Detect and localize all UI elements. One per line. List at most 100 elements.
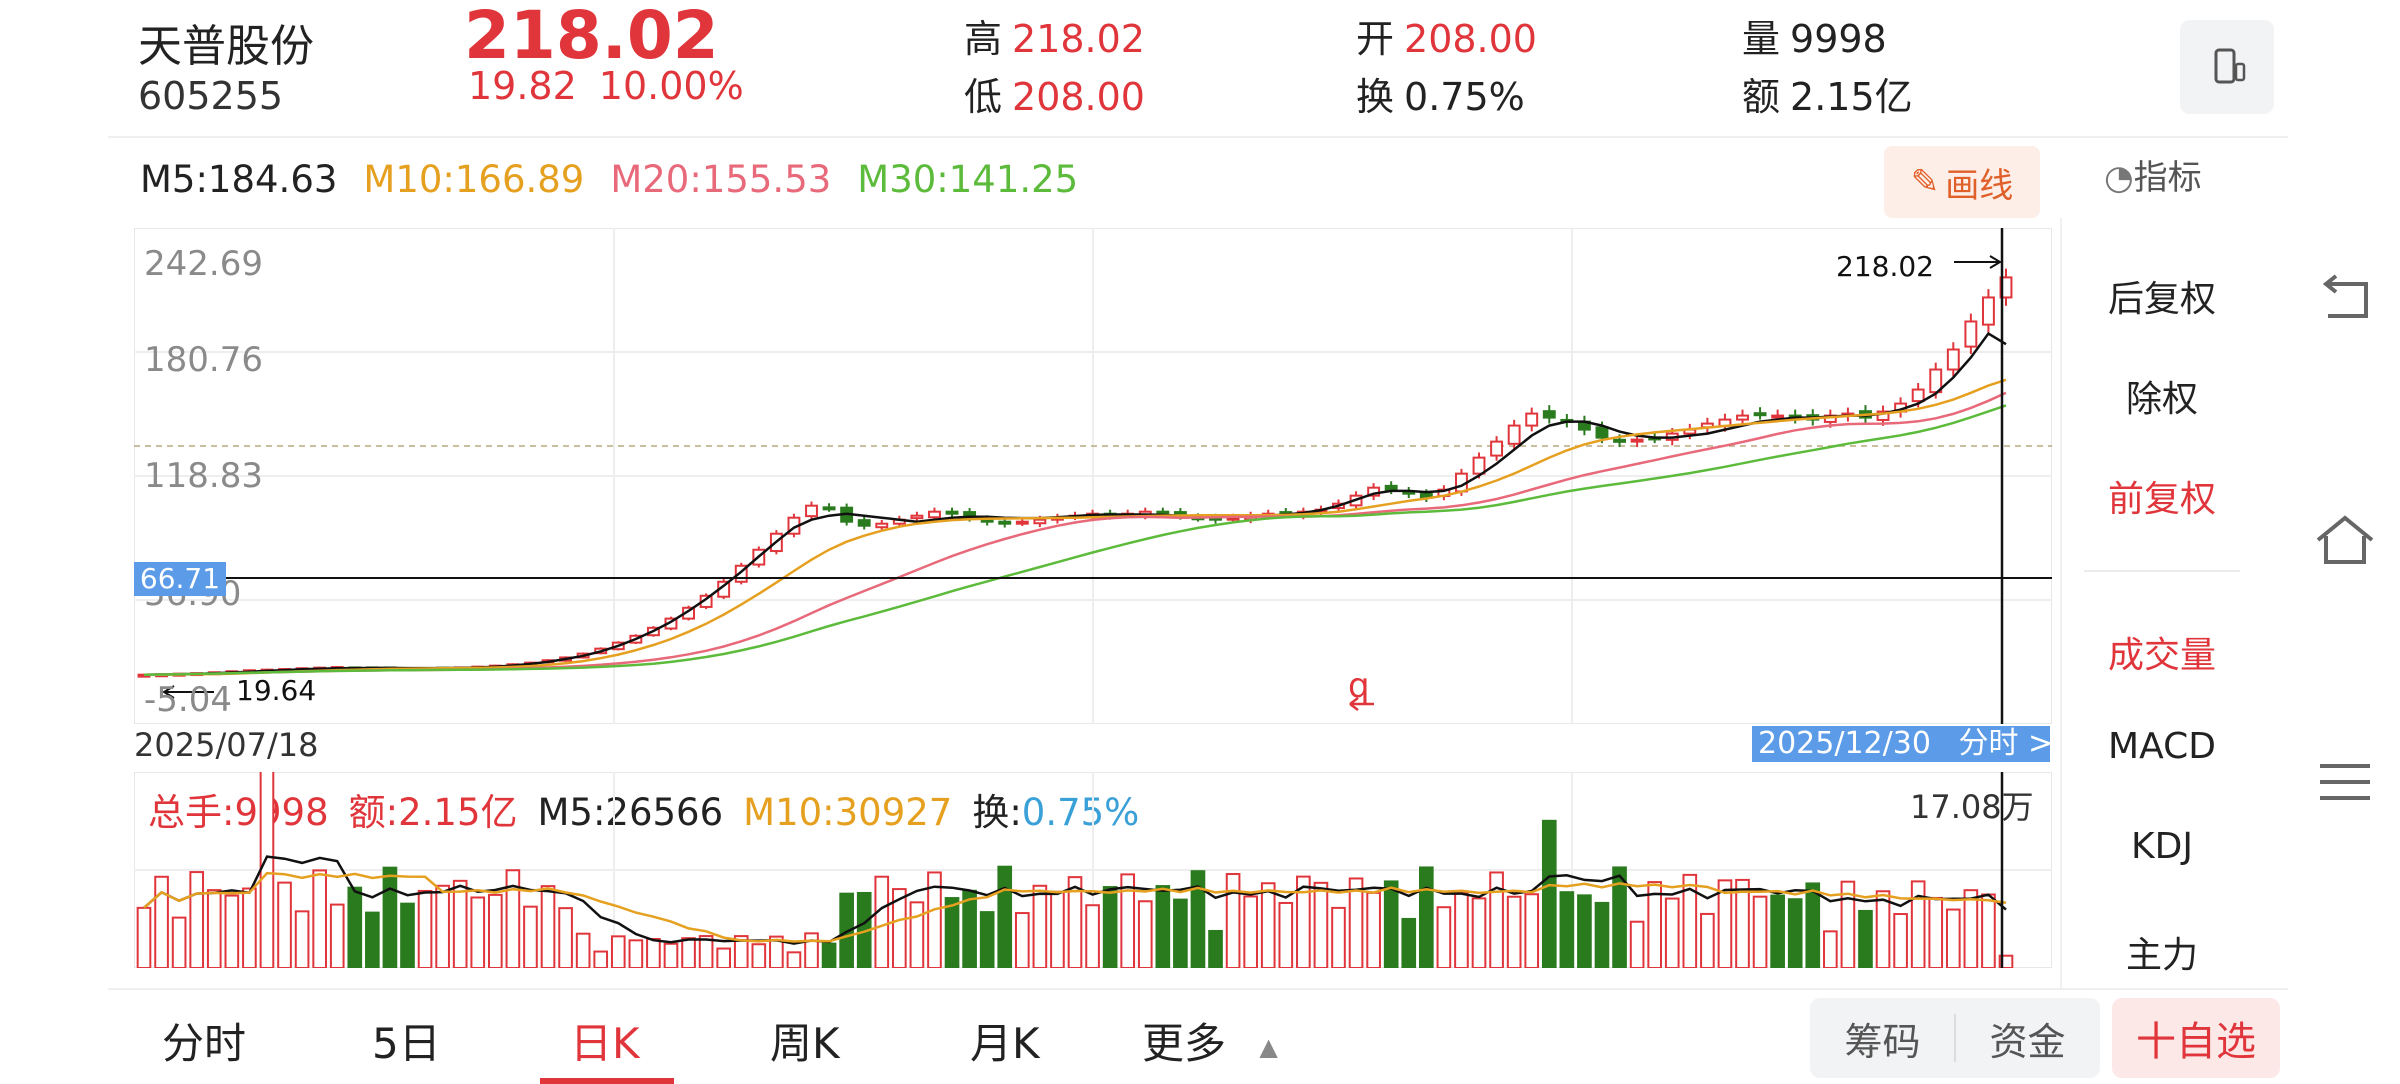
volume-bar	[1331, 906, 1346, 968]
side-menu: 后复权 除权 前复权 成交量 MACD KDJ 主力	[2060, 218, 2262, 988]
draw-line-button[interactable]: ✎ 画线	[1884, 146, 2040, 218]
volume-bar	[312, 869, 327, 968]
tab-weekly-k[interactable]: 周K	[770, 1019, 840, 1068]
side-item-pre-adjusted[interactable]: 前复权	[2107, 479, 2216, 520]
intraday-link[interactable]: 分时 >	[1958, 726, 2054, 761]
volume-bar	[1928, 896, 1944, 968]
volume-bar	[1243, 895, 1258, 968]
ma10-line	[144, 378, 2007, 676]
funds-button[interactable]: 资金	[1989, 1019, 2066, 1064]
candle-body	[1981, 296, 1995, 326]
quote-low-label: 低	[964, 75, 1003, 119]
candle-body	[1999, 276, 2013, 299]
bottom-divider	[108, 988, 2288, 990]
back-icon[interactable]	[2310, 270, 2380, 330]
candle-body	[910, 514, 924, 520]
side-item-macd[interactable]: MACD	[2108, 726, 2216, 767]
volume-bar	[751, 943, 767, 968]
candle-body	[1876, 410, 1890, 421]
volume-bar	[1120, 873, 1136, 968]
candle-body	[1472, 456, 1486, 475]
indicator-button[interactable]: ◔指标	[2104, 150, 2202, 199]
volume-bar	[1805, 882, 1821, 968]
tab-more[interactable]: 更多 ▲	[1142, 1010, 1278, 1071]
current-price: 218.02	[464, 0, 719, 74]
volume-bar	[523, 905, 538, 968]
volume-bar	[1945, 908, 1961, 968]
volume-bar	[1664, 897, 1680, 968]
volume-bar	[1155, 885, 1171, 968]
volume-bar	[1629, 920, 1645, 968]
volume-bar	[610, 935, 626, 968]
quote-low: 低 208.00	[964, 66, 1145, 121]
menu-icon[interactable]	[2310, 752, 2380, 812]
volume-bar	[1735, 878, 1750, 968]
volume-bar	[927, 871, 942, 968]
home-icon[interactable]	[2310, 510, 2380, 570]
volume-bar	[1682, 873, 1698, 968]
side-item-main-force[interactable]: 主力	[2125, 935, 2198, 976]
volume-bar	[1401, 917, 1417, 968]
tab-5day[interactable]: 5日	[372, 1019, 441, 1068]
volume-grid	[134, 772, 2052, 968]
volume-bar	[786, 951, 802, 968]
candle-body	[822, 506, 836, 511]
volume-bar	[189, 871, 205, 968]
volume-bar	[962, 889, 977, 968]
volume-bar	[1770, 894, 1785, 968]
volume-bar	[1875, 890, 1891, 968]
volume-bar	[1524, 893, 1540, 968]
ma30-line	[143, 404, 2007, 676]
candle-body	[1507, 424, 1521, 445]
tab-intraday[interactable]: 分时	[162, 1019, 247, 1068]
candle-body	[1384, 484, 1398, 491]
kline-chart[interactable]	[134, 228, 2052, 724]
candle-body	[1946, 348, 1960, 371]
volume-ma10-line	[143, 871, 2007, 943]
y-tick-bottom: -5.04	[144, 680, 232, 720]
candle-body	[945, 510, 959, 515]
side-item-volume[interactable]: 成交量	[2107, 635, 2216, 676]
min-price-label: 19.64	[236, 674, 317, 707]
tab-more-label: 更多	[1142, 1019, 1227, 1068]
draw-line-label: 画线	[1945, 165, 2014, 206]
quote-volume: 量 9998	[1742, 8, 1887, 63]
chips-button[interactable]: 筹码	[1844, 1019, 1921, 1064]
quote-turnover-label: 换	[1356, 75, 1395, 119]
landscape-toggle-button[interactable]	[2180, 20, 2274, 114]
add-watchlist-button[interactable]: 十自选	[2112, 998, 2280, 1078]
tab-monthly-k[interactable]: 月K	[970, 1019, 1040, 1068]
volume-bar	[206, 889, 222, 968]
y-tick-2: 180.76	[144, 340, 263, 380]
volume-bar	[1787, 898, 1803, 968]
volume-bar	[1208, 929, 1223, 968]
quote-open-value: 208.00	[1404, 17, 1537, 61]
side-item-ex-rights[interactable]: 除权	[2125, 379, 2198, 420]
volume-bar	[171, 916, 187, 968]
candle-body	[1033, 518, 1047, 525]
volume-bar	[1366, 891, 1381, 968]
volume-bars	[136, 772, 2014, 968]
ma30-label: M30:141.25	[857, 158, 1079, 201]
tab-daily-k[interactable]: 日K	[570, 1019, 640, 1068]
price-change: 19.82 10.00%	[468, 64, 766, 108]
volume-bar	[1050, 890, 1065, 968]
volume-bar	[1085, 904, 1100, 968]
side-item-kdj[interactable]: KDJ	[2131, 826, 2193, 867]
crosshair-date[interactable]: 2025/12/30 分时 >	[1752, 726, 2054, 762]
quote-high-value: 218.02	[1012, 17, 1145, 61]
volume-bar	[154, 875, 169, 968]
y-tick-3: 118.83	[144, 456, 263, 496]
volume-bar	[242, 887, 257, 968]
volume-turnover: 0.75%	[1021, 791, 1140, 834]
volume-chart[interactable]	[134, 772, 2052, 968]
ma20-label: M20:155.53	[610, 158, 832, 201]
volume-bar	[1137, 900, 1153, 968]
left-arrow-icon	[1349, 697, 1374, 711]
stock-name: 天普股份	[138, 21, 314, 72]
stock-code: 605255	[138, 74, 284, 118]
volume-bar	[417, 889, 433, 968]
side-item-post-adjusted[interactable]: 后复权	[2107, 279, 2216, 320]
volume-bar	[698, 935, 714, 968]
volume-bar	[1454, 892, 1469, 968]
